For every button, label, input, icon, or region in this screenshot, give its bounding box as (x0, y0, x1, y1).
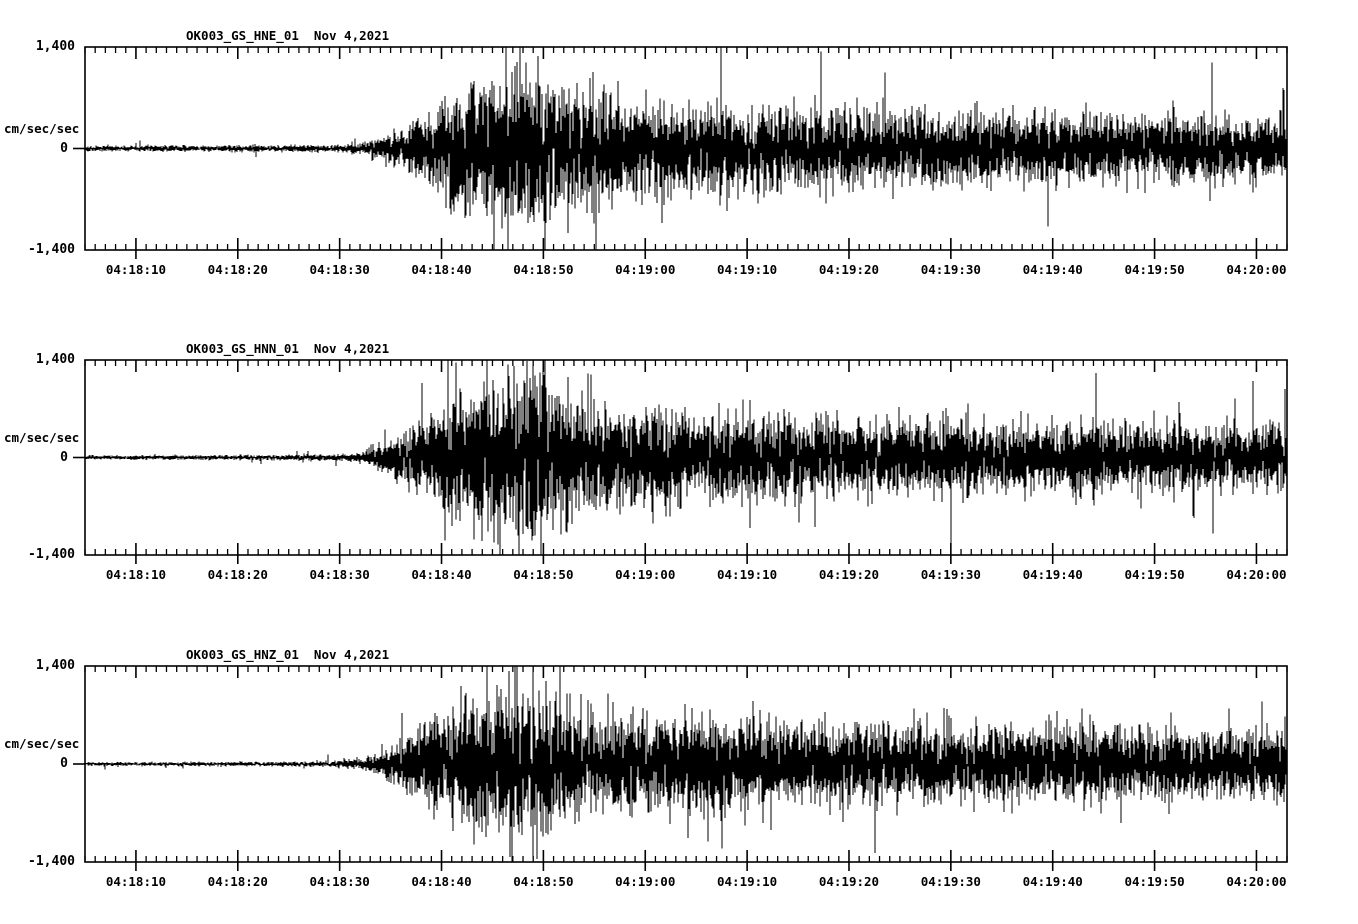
x-axis-tick-label: 04:19:10 (717, 262, 778, 277)
x-axis-tick-label: 04:18:20 (207, 262, 268, 277)
y-axis-zero-label: 0 (60, 756, 68, 771)
x-axis-tick-label: 04:19:20 (818, 262, 880, 277)
panel-title: OK003_GS_HNE_01 Nov 4,2021 (186, 28, 390, 43)
x-axis-tick-label: 04:18:30 (309, 262, 370, 277)
x-axis-tick-label: 04:19:50 (1124, 567, 1185, 582)
x-axis-tick-label: 04:19:30 (920, 262, 981, 277)
y-axis-unit-label: cm/sec/sec (4, 429, 80, 445)
x-axis-tick-label: 04:18:40 (411, 262, 472, 277)
waveform-trace (84, 666, 1288, 862)
x-axis-tick-label: 04:19:30 (920, 874, 981, 889)
panel-title: OK003_GS_HNN_01 Nov 4,2021 (186, 341, 390, 356)
panel-title: OK003_GS_HNZ_01 Nov 4,2021 (186, 647, 390, 662)
x-axis-tick-label: 04:18:10 (105, 874, 167, 889)
x-axis-tick-label: 04:19:50 (1124, 262, 1185, 277)
x-axis-tick-label: 04:20:00 (1226, 262, 1287, 277)
x-axis-tick-label: 04:19:40 (1022, 567, 1083, 582)
x-axis-tick-label: 04:19:20 (818, 567, 880, 582)
y-axis-zero-label: 0 (60, 140, 68, 156)
x-axis-tick-label: 04:18:50 (513, 874, 574, 889)
plot-frame (84, 665, 1288, 863)
x-axis-tick-label: 04:18:40 (411, 874, 472, 889)
x-axis-tick-label: 04:18:30 (309, 567, 370, 582)
x-axis-tick-label: 04:20:00 (1226, 567, 1287, 582)
x-axis-tick-label: 04:19:10 (717, 874, 778, 889)
x-axis-tick-label: 04:19:10 (717, 567, 778, 582)
x-axis-tick-label: 04:20:00 (1226, 874, 1287, 889)
x-axis-tick-label: 04:19:00 (615, 262, 676, 277)
y-axis-min-label: -1,400 (28, 547, 75, 562)
x-axis-tick-label: 04:18:30 (309, 874, 370, 889)
x-axis-tick-label: 04:19:40 (1022, 262, 1083, 277)
y-axis-max-label: 1,400 (35, 352, 75, 367)
x-axis-tick-label: 04:18:50 (513, 567, 574, 582)
x-axis-tick-label: 04:19:30 (920, 567, 981, 582)
x-axis-tick-label: 04:18:50 (513, 262, 574, 277)
y-axis-max-label: 1,400 (35, 658, 75, 673)
y-axis-max-label: 1,400 (35, 39, 75, 54)
x-axis-tick-label: 04:18:20 (207, 874, 268, 889)
y-axis-min-label: -1,400 (28, 854, 75, 869)
y-axis-unit-label: cm/sec/sec (4, 120, 80, 136)
x-axis-tick-label: 04:19:20 (818, 874, 880, 889)
y-axis-unit-label: cm/sec/sec (4, 736, 80, 751)
y-axis-min-label: -1,400 (28, 242, 75, 257)
x-axis-tick-label: 04:18:40 (411, 567, 472, 582)
x-axis-tick-label: 04:19:00 (615, 874, 676, 889)
x-axis-tick-label: 04:19:40 (1022, 874, 1083, 889)
axis-ticks (73, 666, 1288, 871)
x-axis-tick-label: 04:18:20 (207, 567, 268, 582)
x-axis-tick-label: 04:19:50 (1124, 874, 1185, 889)
x-axis-tick-label: 04:18:10 (105, 567, 167, 582)
y-axis-zero-label: 0 (60, 449, 68, 465)
x-axis-tick-label: 04:19:00 (615, 567, 676, 582)
x-axis-tick-label: 04:18:10 (105, 262, 167, 277)
